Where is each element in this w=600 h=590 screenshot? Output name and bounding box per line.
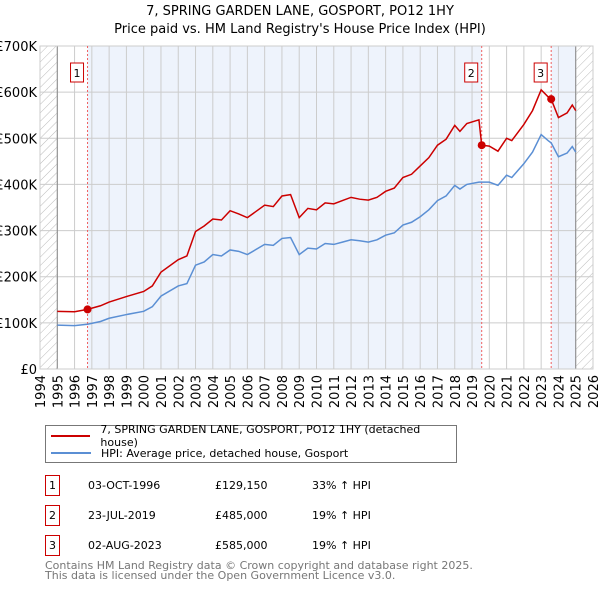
- chart-title: 7, SPRING GARDEN LANE, GOSPORT, PO12 1HY: [146, 4, 454, 19]
- hatch-after-data: [575, 46, 593, 369]
- ownership-shade-1: [87, 46, 482, 369]
- x-tick-label: 2021: [501, 375, 516, 408]
- legend-label: 7, SPRING GARDEN LANE, GOSPORT, PO12 1HY…: [100, 423, 421, 449]
- x-tick-label: 2018: [449, 375, 464, 408]
- legend-swatch-blue: [51, 452, 91, 454]
- x-tick-label: 2020: [483, 375, 498, 408]
- chart-subtitle: Price paid vs. HM Land Registry's House …: [114, 22, 486, 37]
- sale-point: [83, 305, 92, 314]
- x-tick-label: 2019: [466, 375, 481, 408]
- footer: Contains HM Land Registry data © Crown c…: [45, 559, 473, 582]
- legend: 7, SPRING GARDEN LANE, GOSPORT, PO12 1HY…: [45, 423, 457, 463]
- x-tick-label: 2011: [328, 375, 343, 408]
- y-tick-label: £200K: [0, 271, 37, 286]
- sale-label-box: 2: [464, 62, 479, 83]
- x-tick-label: 2012: [345, 375, 360, 408]
- sale-badge: 3: [45, 535, 60, 556]
- x-tick-label: 1994: [34, 375, 49, 408]
- x-tick-label: 1997: [86, 375, 101, 408]
- x-tick-label: 2003: [190, 375, 205, 408]
- x-tick-label: 2026: [587, 375, 600, 408]
- y-tick-label: £300K: [0, 225, 37, 240]
- sale-badge: 1: [45, 475, 60, 496]
- sale-label-box: 1: [70, 62, 85, 83]
- y-tick-label: £400K: [0, 178, 37, 193]
- sale-label-number: 2: [468, 67, 475, 80]
- y-tick-label: £600K: [0, 86, 37, 101]
- legend-swatch-red: [51, 435, 91, 437]
- sale-label-number: 1: [74, 67, 81, 80]
- sale-badge: 2: [45, 505, 60, 526]
- x-tick-label: 1999: [120, 375, 135, 408]
- sale-hpi-diff: 19% ↑ HPI: [312, 539, 371, 552]
- sale-date: 23-JUL-2019: [88, 509, 156, 522]
- sale-row: 2 23-JUL-2019 £485,000 19% ↑ HPI: [45, 505, 445, 527]
- hpi-line: [57, 133, 577, 327]
- sale-label-box: 3: [533, 62, 548, 83]
- x-tick-label: 2015: [397, 375, 412, 408]
- sale-hpi-diff: 19% ↑ HPI: [312, 509, 371, 522]
- x-tick-label: 2000: [138, 375, 153, 408]
- sale-row: 3 02-AUG-2023 £585,000 19% ↑ HPI: [45, 535, 445, 557]
- sale-price: £129,150: [215, 479, 268, 492]
- price-paid-line: [57, 88, 577, 313]
- x-tick-label: 2016: [414, 375, 429, 408]
- x-tick-label: 2005: [224, 375, 239, 408]
- sale-price: £485,000: [215, 509, 268, 522]
- x-tick-label: 1996: [69, 375, 84, 408]
- footer-copyright: Contains HM Land Registry data © Crown c…: [45, 559, 473, 572]
- x-tick-label: 2008: [276, 375, 291, 408]
- legend-item-property: 7, SPRING GARDEN LANE, GOSPORT, PO12 1HY…: [51, 423, 456, 449]
- x-tick-label: 1998: [103, 375, 118, 408]
- sale-point: [547, 95, 556, 104]
- x-tick-label: 2001: [155, 375, 170, 408]
- y-tick-label: £100K: [0, 317, 37, 332]
- x-tick-label: 2002: [172, 375, 187, 408]
- plot-border: [39, 45, 594, 370]
- x-tick-label: 2006: [241, 375, 256, 408]
- x-tick-label: 2017: [431, 375, 446, 408]
- x-tick-label: 2014: [380, 375, 395, 408]
- x-tick-label: 1995: [51, 375, 66, 408]
- footer-licence: This data is licensed under the Open Gov…: [45, 569, 396, 582]
- plot-area: £0 £100K £200K £300K £400K £500K £600K £700K 199…: [0, 40, 600, 408]
- x-tick-label: 2022: [518, 375, 533, 408]
- x-tick-label: 2013: [362, 375, 377, 408]
- x-tick-label: 2023: [535, 375, 550, 408]
- x-tick-label: 2010: [311, 375, 326, 408]
- sale-date: 02-AUG-2023: [88, 539, 162, 552]
- y-tick-label: £500K: [0, 132, 37, 147]
- sale-label-border: [464, 62, 479, 83]
- x-tick-label: 2024: [552, 375, 567, 408]
- x-tick-label: 2025: [570, 375, 585, 408]
- legend-label: HPI: Average price, detached house, Gosp…: [101, 446, 349, 460]
- x-tick-label: 2007: [259, 375, 274, 408]
- sale-label-number: 3: [537, 67, 544, 80]
- sale-hpi-diff: 33% ↑ HPI: [312, 479, 371, 492]
- sale-row: 1 03-OCT-1996 £129,150 33% ↑ HPI: [45, 475, 445, 497]
- sale-price: £585,000: [215, 539, 268, 552]
- ownership-shade-2: [551, 46, 576, 369]
- sale-label-border: [70, 62, 85, 83]
- y-tick-label: £0: [20, 363, 37, 378]
- sale-point: [477, 141, 486, 150]
- sale-date: 03-OCT-1996: [88, 479, 161, 492]
- hatch-before-data: [40, 46, 58, 369]
- sale-label-border: [533, 62, 548, 83]
- x-tick-label: 2009: [293, 375, 308, 408]
- legend-item-hpi: HPI: Average price, detached house, Gosp…: [51, 445, 348, 461]
- x-tick-label: 2004: [207, 375, 222, 408]
- y-tick-label: £700K: [0, 40, 37, 55]
